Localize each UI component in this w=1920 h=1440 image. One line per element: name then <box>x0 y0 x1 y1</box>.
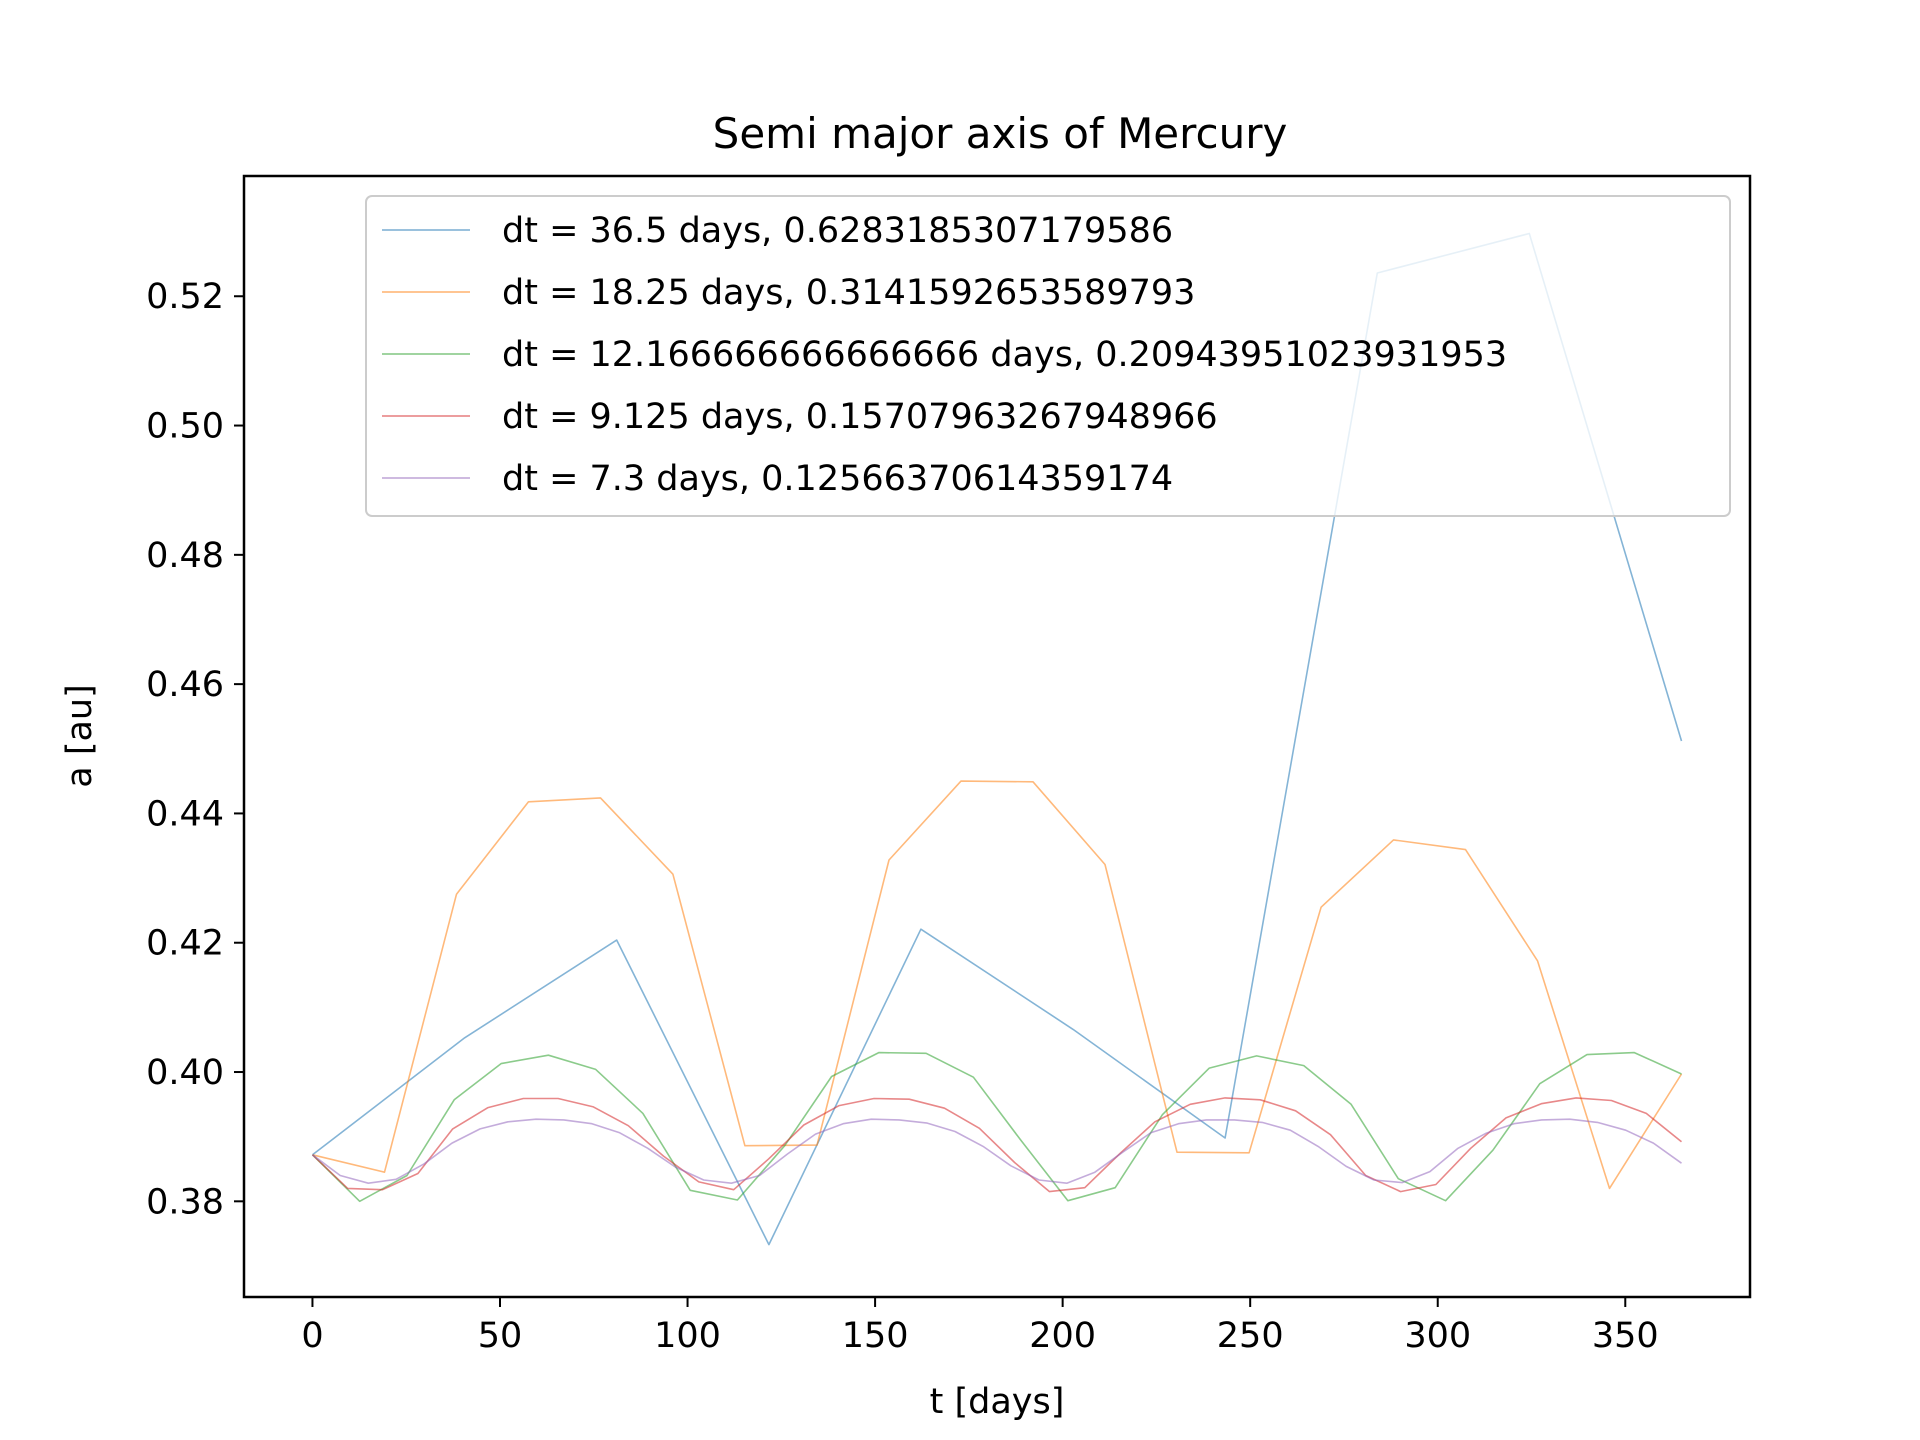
legend-label: dt = 9.125 days, 0.15707963267948966 <box>502 397 1218 437</box>
legend-box <box>365 195 1731 517</box>
legend: dt = 36.5 days, 0.6283185307179586 dt = 1… <box>365 195 1731 517</box>
x-axis: 0 50 100 150 200 250 300 350 <box>301 1297 1659 1356</box>
x-tick-label: 300 <box>1404 1316 1471 1356</box>
series-line-5 <box>312 1118 1682 1184</box>
legend-label: dt = 36.5 days, 0.6283185307179586 <box>502 211 1173 251</box>
y-tick-label: 0.42 <box>146 924 224 964</box>
y-tick-label: 0.50 <box>146 407 224 447</box>
series-line-4 <box>311 1097 1683 1193</box>
x-tick-label: 150 <box>842 1316 909 1356</box>
series-line-2 <box>312 780 1683 1190</box>
x-axis-label: t [days] <box>930 1382 1065 1422</box>
y-tick-label: 0.48 <box>146 536 224 576</box>
y-axis: 0.38 0.40 0.42 0.44 0.46 0.48 0.50 0.52 <box>146 277 244 1222</box>
y-axis-label: a [au] <box>60 684 100 788</box>
y-tick-label: 0.46 <box>146 665 224 705</box>
series-line-3 <box>311 1051 1682 1203</box>
plot-frame <box>242 174 1752 1299</box>
legend-label: dt = 18.25 days, 0.3141592653589793 <box>502 273 1195 313</box>
y-tick-label: 0.44 <box>146 794 224 834</box>
y-tick-label: 0.38 <box>146 1182 224 1222</box>
x-tick-label: 250 <box>1217 1316 1284 1356</box>
x-tick-label: 200 <box>1029 1316 1096 1356</box>
y-tick-label: 0.52 <box>146 277 224 317</box>
x-tick-label: 350 <box>1592 1316 1659 1356</box>
y-tick-label: 0.40 <box>146 1053 224 1093</box>
legend-label: dt = 7.3 days, 0.12566370614359174 <box>502 459 1173 499</box>
x-tick-label: 100 <box>654 1316 721 1356</box>
x-tick-label: 0 <box>301 1316 323 1356</box>
legend-label: dt = 12.166666666666666 days, 0.20943951… <box>502 335 1507 375</box>
x-tick-label: 50 <box>478 1316 523 1356</box>
chart-title: Semi major axis of Mercury <box>713 109 1288 158</box>
